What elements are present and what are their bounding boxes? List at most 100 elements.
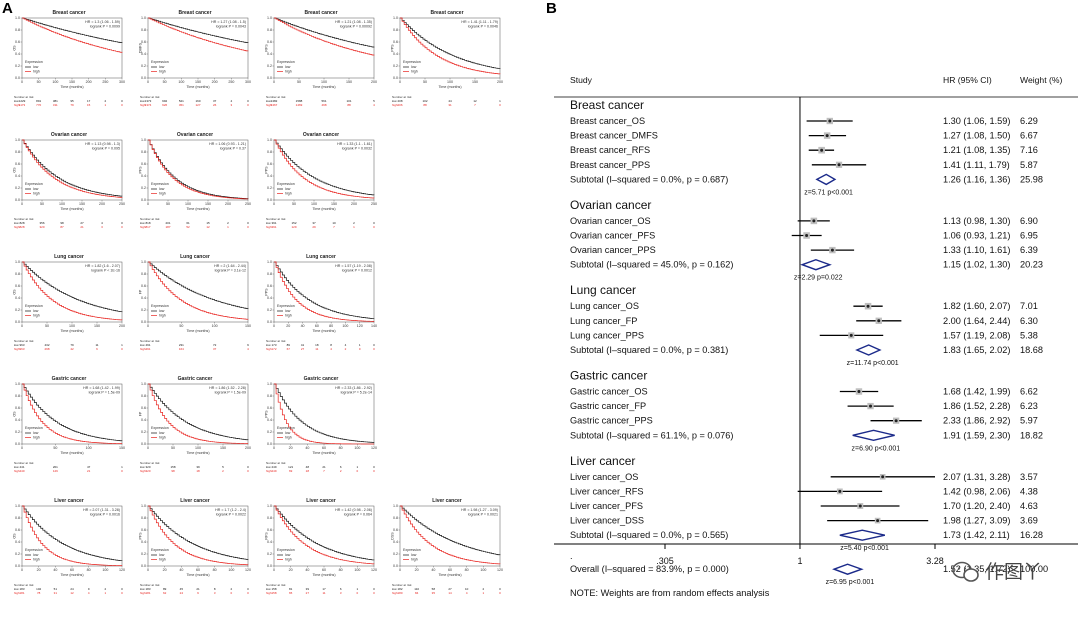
forest-summary-hr: 1.91 (1.59, 2.30) (943, 430, 1010, 440)
km-risk-high-value: 206 (397, 103, 402, 107)
km-risk-title: Number at risk (140, 95, 160, 99)
forest-z-label: z=5.71 p<0.001 (804, 189, 853, 196)
km-ytick-label: 0.2 (141, 64, 146, 68)
km-curve-low (148, 17, 249, 44)
km-risk-high-label: high (140, 103, 146, 107)
km-title: Liver cancer (306, 498, 336, 504)
km-xtick-label: 0 (273, 446, 275, 450)
km-curve-high (22, 505, 123, 566)
km-risk-high-value: 0 (356, 591, 358, 595)
km-ytick-label: 1.0 (141, 382, 146, 386)
forest-study-hr: 1.98 (1.27, 3.09) (943, 516, 1010, 526)
km-title: Gastric cancer (178, 376, 213, 382)
forest-study-hr: 1.27 (1.08, 1.50) (943, 131, 1010, 141)
forest-study-weight: 6.62 (1020, 387, 1038, 397)
km-ytick-label: 0.0 (393, 564, 398, 568)
km-risk-low-value: 102 (422, 99, 427, 103)
km-xtick-label: 60 (70, 568, 74, 572)
km-pvalue: logrank P = 1.5e-09 (89, 391, 120, 395)
km-ytick-label: 0.6 (267, 40, 272, 44)
km-ytick-label: 1.0 (15, 504, 20, 508)
km-ytick-label: 0.8 (267, 150, 272, 154)
km-panel: Breast cancer HR = 1.41 (1.11 - 1.79)logr… (391, 10, 504, 107)
km-risk-low-value: 21 (322, 465, 326, 469)
km-xtick-label: 40 (431, 568, 435, 572)
watermark-text: 作图丫 (985, 561, 1042, 583)
km-risk-low-value: 8 (330, 343, 332, 347)
km-risk-low-value: 1 (499, 99, 501, 103)
km-ytick-label: 0.0 (393, 76, 398, 80)
km-ytick-label: 0.0 (267, 564, 272, 568)
km-risk-high-value: 1 (227, 225, 229, 229)
km-ytick-label: 0.8 (141, 516, 146, 520)
km-risk-low-value: 41 (301, 343, 305, 347)
km-risk-high-label: high (266, 103, 272, 107)
km-ytick-label: 0.2 (267, 552, 272, 556)
km-curve-high (22, 261, 123, 321)
forest-subtotal-label: Subtotal (I–squared = 61.1%, p = 0.076) (570, 430, 733, 440)
km-ylabel: PPS (391, 44, 395, 52)
forest-study-label: Liver cancer_PFS (570, 501, 643, 511)
forest-z-label: z=6.90 p<0.001 (852, 445, 901, 452)
km-title: Breast cancer (430, 10, 463, 16)
km-ytick-label: 1.0 (15, 16, 20, 20)
km-legend-low: low (159, 553, 165, 557)
km-title: Ovarian cancer (51, 132, 87, 138)
km-risk-high-value: 172 (271, 347, 276, 351)
km-risk-high-value: 298 (44, 347, 49, 351)
forest-study-weight: 3.69 (1020, 516, 1038, 526)
km-risk-high-value: 62 (163, 591, 167, 595)
km-risk-low-value: 18 (315, 343, 319, 347)
forest-summary-diamond (815, 173, 837, 186)
km-risk-high-value: 15 (87, 103, 91, 107)
km-risk-high-value: 6 (96, 347, 98, 351)
km-legend-title: Expression (25, 182, 43, 186)
km-xtick-label: 40 (305, 568, 309, 572)
km-ytick-label: 0.6 (393, 40, 398, 44)
forest-study-point (849, 333, 853, 337)
forest-study-point (869, 404, 873, 408)
km-hr: HR = 1.7 (1.2 - 2.4) (215, 508, 246, 512)
km-xtick-label: 200 (245, 446, 251, 450)
km-hr: HR = 1.42 (0.98 - 2.06) (335, 508, 372, 512)
km-ylabel: FP (139, 289, 143, 294)
km-risk-high-value: 129 (291, 225, 296, 229)
km-ytick-label: 0.6 (267, 162, 272, 166)
forest-header-hr: HR (95% CI) (943, 75, 992, 85)
km-risk-low-value: 521 (179, 99, 184, 103)
km-risk-title: Number at risk (140, 461, 160, 465)
forest-study-hr: 1.82 (1.60, 2.07) (943, 301, 1010, 311)
km-xtick-label: 0 (21, 202, 23, 206)
km-risk-low-value: 2 (230, 587, 232, 591)
forest-study-weight: 6.23 (1020, 401, 1038, 411)
forest-summary-weight: 18.68 (1020, 345, 1043, 355)
km-xtick-label: 0 (21, 80, 23, 84)
km-ytick-label: 0.4 (267, 540, 272, 544)
forest-summary-diamond (852, 429, 895, 442)
km-legend-low: low (159, 309, 165, 313)
km-risk-low-value: 8 (214, 587, 216, 591)
km-risk-high-value: 187 (165, 225, 170, 229)
km-pvalue: logrank P = 1.5e-09 (215, 391, 246, 395)
forest-study-weight: 4.63 (1020, 501, 1038, 511)
forest-study-label: Breast cancer_OS (570, 116, 645, 126)
forest-row-sub: Subtotal (I–squared = 0.0%, p = 0.687) 1.… (570, 173, 1043, 186)
km-ytick-label: 0.8 (393, 28, 398, 32)
forest-row-sub: Subtotal (I–squared = 61.1%, p = 0.076) 1… (570, 429, 1043, 442)
forest-row-dot: . (570, 551, 573, 561)
km-panel: Gastric cancer HR = 1.86 (1.52 - 2.28)log… (139, 376, 252, 473)
km-xtick-label: 120 (357, 324, 363, 328)
km-ytick-label: 0.6 (393, 528, 398, 532)
km-risk-high-value: 0 (121, 103, 123, 107)
km-ytick-label: 0.8 (141, 394, 146, 398)
forest-row-study: Liver cancer_OS 2.07 (1.31, 3.28) 3.57 (570, 472, 1038, 482)
km-hr: HR = 2.07 (1.31 - 3.28) (83, 508, 120, 512)
km-ytick-label: 0.8 (15, 28, 20, 32)
km-ytick-label: 0.0 (15, 564, 20, 568)
forest-study-point (881, 475, 885, 479)
km-xtick-label: 50 (171, 446, 175, 450)
km-pvalue: logrank P = 0.0099 (90, 25, 120, 29)
km-risk-high-value: 14 (448, 591, 452, 595)
km-xtick-label: 120 (245, 568, 251, 572)
